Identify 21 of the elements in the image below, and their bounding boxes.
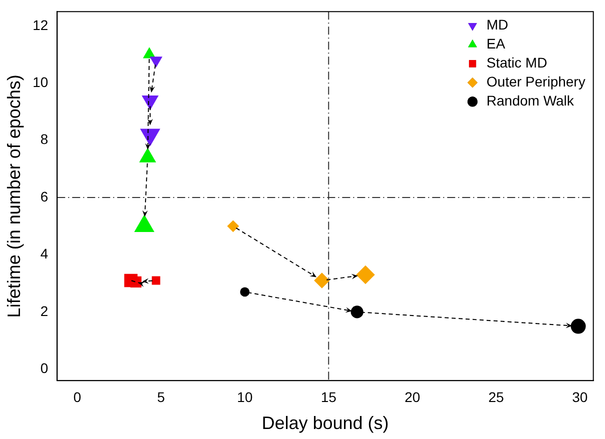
- legend-label: Outer Periphery: [486, 74, 586, 90]
- y-tick-label: 10: [32, 74, 48, 90]
- legend-label: EA: [486, 36, 506, 52]
- x-axis-title: Delay bound (s): [262, 413, 389, 434]
- legend-label: MD: [486, 16, 508, 33]
- y-tick-label: 4: [40, 246, 48, 262]
- x-tick-label: 30: [572, 388, 588, 405]
- y-tick-label: 6: [40, 188, 48, 204]
- x-tick-label: 10: [237, 388, 253, 405]
- y-tick-label: 8: [40, 131, 48, 148]
- x-tick-label: 20: [404, 388, 420, 405]
- x-tick-label: 15: [320, 388, 337, 405]
- legend-label: Static MD: [486, 54, 548, 71]
- y-tick-label: 12: [32, 16, 48, 33]
- x-tick-label: 25: [488, 388, 504, 405]
- x-tick-label: 0: [73, 388, 82, 405]
- y-tick-label: 2: [40, 302, 48, 319]
- y-tick-label: 0: [40, 360, 48, 376]
- y-axis-title: Lifetime (in number of epochs): [4, 74, 24, 318]
- x-tick-label: 5: [157, 388, 166, 405]
- legend-label: Random Walk: [486, 92, 575, 109]
